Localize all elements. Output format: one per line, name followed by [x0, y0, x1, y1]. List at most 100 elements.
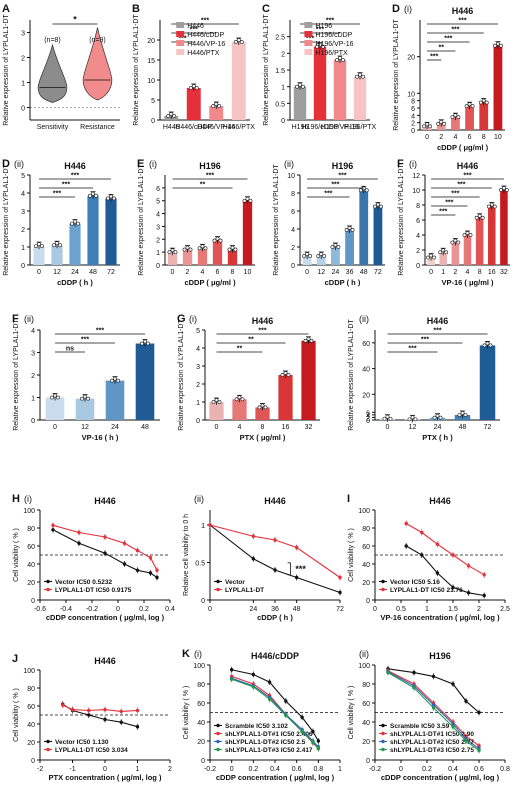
legend-entry: H446: [187, 23, 204, 30]
y-tick-label: 1: [21, 81, 25, 88]
legend-swatch: [304, 31, 313, 37]
panel-gii: (ii) H446 Relative expression of LYPLAL1-D…: [348, 314, 500, 442]
data-point: [135, 568, 140, 572]
data-point: [94, 193, 98, 198]
data-point: [481, 98, 486, 103]
panel-title: H446: [252, 316, 274, 326]
y-tick-label: 100: [23, 668, 35, 675]
y-tick-label: 2: [21, 227, 25, 234]
x-tick-label: 0: [386, 424, 390, 431]
data-point: [229, 668, 234, 672]
legend-entry: H446/VP-16: [187, 41, 225, 48]
data-point: [344, 227, 349, 232]
panel-sublabel: (ii): [24, 314, 34, 324]
x-axis-label: PTX concentration ( μg/ml, log ): [49, 773, 162, 782]
data-point: [474, 215, 479, 220]
significance-label: ***: [326, 18, 334, 25]
data-point: [88, 193, 92, 198]
y-tick-label: 80: [362, 526, 370, 533]
data-point: [499, 43, 503, 48]
data-point: [301, 84, 305, 89]
x-tick-label: 8: [231, 269, 235, 276]
data-point: [143, 339, 147, 344]
data-point: [477, 213, 482, 218]
y-tick-label: 40: [197, 720, 205, 727]
x-tick-label: H446/VP-16: [197, 124, 235, 131]
data-point: [58, 243, 62, 248]
legend-swatch: [176, 31, 185, 37]
data-point: [135, 708, 140, 713]
data-point: [376, 202, 380, 207]
data-point: [155, 575, 159, 580]
data-point: [435, 542, 440, 546]
y-axis-label: Relative expression of LYPLAL1-DT: [13, 319, 20, 431]
x-tick-label: 0: [399, 766, 403, 773]
y-tick-label: 100: [23, 508, 35, 515]
x-axis-label: cDDP ( μg/ml ): [437, 143, 489, 152]
bar: [465, 106, 474, 130]
y-tick-label: 100: [193, 663, 205, 670]
bar: [359, 190, 369, 265]
significance-label: ***: [433, 328, 441, 335]
legend-marker: [46, 579, 50, 584]
y-tick-label: 60: [362, 701, 370, 708]
significance-label: **: [200, 182, 206, 189]
significance-label: ***: [316, 27, 324, 34]
x-tick-label: 72: [107, 269, 115, 276]
legend-entry: H196/VP-16: [315, 41, 353, 48]
y-tick-label: 5: [196, 328, 200, 335]
data-point: [248, 198, 253, 203]
x-axis-label: PTX ( h ): [422, 433, 453, 442]
data-point: [373, 204, 377, 209]
data-point: [51, 523, 55, 527]
data-point: [464, 739, 468, 743]
violin-shape: [82, 27, 113, 101]
significance-label: *: [73, 15, 77, 25]
data-point: [87, 713, 91, 717]
panel-fii: F (ii) Relative expression of LYPLAL1-DT VP…: [12, 313, 160, 442]
data-point: [267, 697, 272, 701]
x-tick-label: 8: [478, 269, 482, 276]
data-point: [477, 748, 481, 753]
legend-marker: [381, 731, 385, 736]
data-point: [457, 413, 462, 417]
data-point: [309, 338, 314, 343]
data-point: [355, 74, 359, 79]
x-tick-label: 36: [346, 269, 354, 276]
data-point: [86, 396, 90, 401]
x-tick-label: 0.2: [139, 606, 149, 613]
y-tick-label: 40: [27, 562, 35, 569]
data-point: [385, 414, 390, 419]
panel-sublabel: (ii): [359, 649, 369, 659]
data-point: [404, 544, 408, 548]
data-point: [148, 571, 153, 575]
data-point: [294, 575, 299, 580]
bar: [75, 398, 95, 420]
y-tick-label: 0: [366, 758, 370, 765]
y-axis-label: Relative expression of LYPLAL1-DT: [393, 19, 400, 131]
data-point: [52, 243, 56, 248]
bar: [479, 102, 489, 130]
series-line: [52, 524, 158, 571]
data-point: [229, 677, 234, 681]
data-point: [429, 253, 433, 258]
data-point: [470, 104, 475, 109]
panel-sublabel: (ii): [14, 159, 24, 169]
x-tick-label: 10: [494, 134, 502, 141]
y-tick-label: 100: [358, 663, 370, 670]
data-point: [239, 40, 244, 44]
panel-title: H196: [332, 161, 354, 171]
significance-label: ***: [53, 191, 61, 198]
x-tick-label: 24: [71, 269, 79, 276]
y-tick-label: 0: [366, 418, 370, 425]
x-tick-label: 8: [482, 134, 486, 141]
y-tick-label: 2: [281, 51, 285, 58]
data-point: [463, 413, 468, 417]
data-point: [251, 672, 256, 677]
x-tick-label: 24: [332, 269, 340, 276]
bar: [475, 217, 484, 265]
legend-marker: [216, 587, 220, 592]
y-tick-label: 4: [291, 227, 295, 234]
data-point: [87, 708, 91, 713]
data-point: [330, 245, 335, 249]
